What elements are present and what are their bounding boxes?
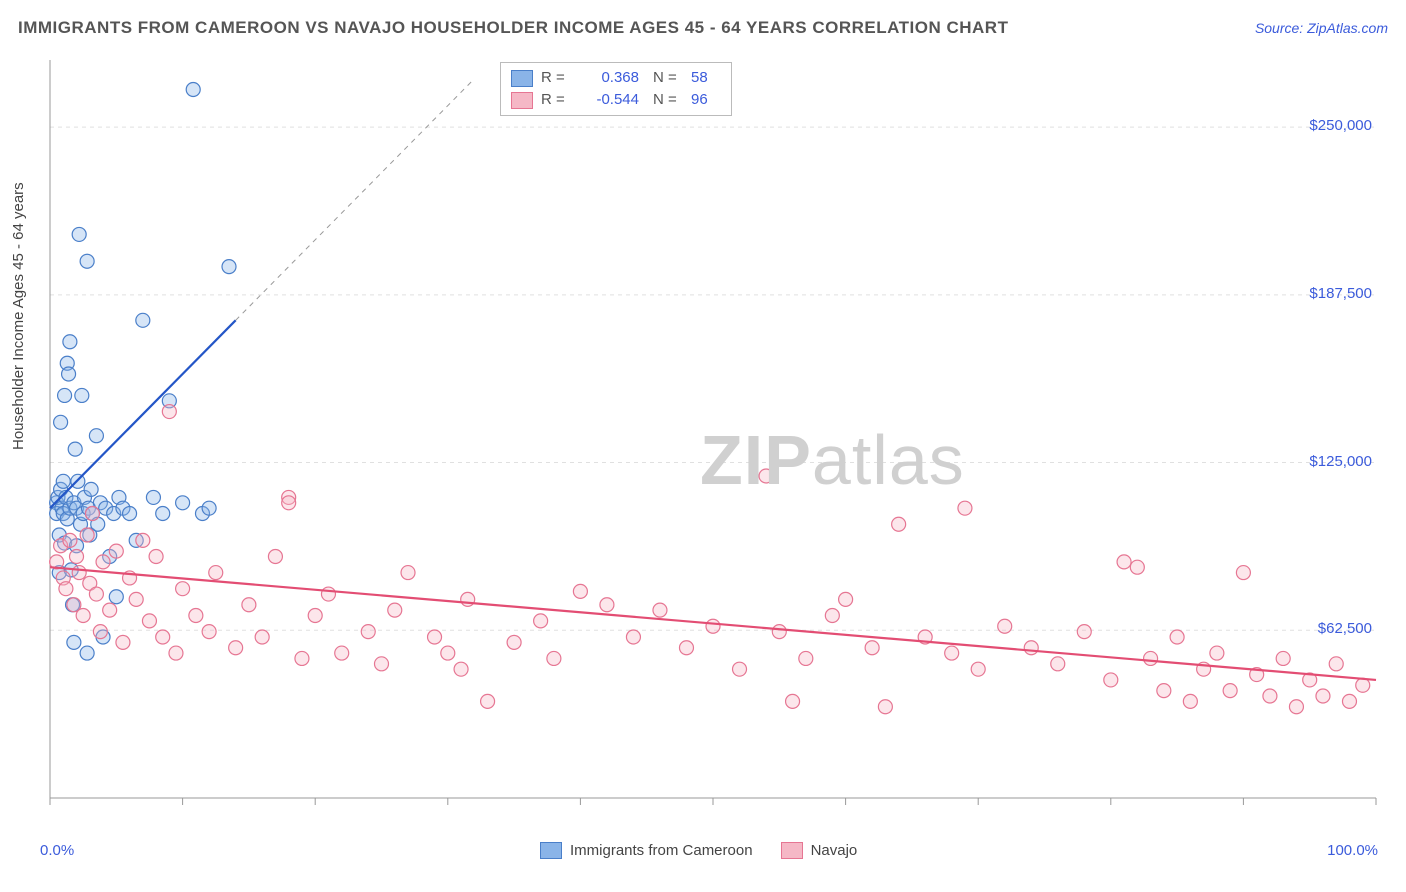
chart-source: Source: ZipAtlas.com (1255, 20, 1388, 36)
chart-header: IMMIGRANTS FROM CAMEROON VS NAVAJO HOUSE… (18, 18, 1388, 38)
y-tick-label: $62,500 (1282, 620, 1372, 637)
n-label: N = (653, 89, 683, 111)
r-label: R = (541, 89, 571, 111)
r-value-1: -0.544 (579, 89, 639, 111)
series-legend-label-0: Immigrants from Cameroon (570, 842, 753, 859)
correlation-legend-row: R = 0.368 N = 58 (511, 67, 721, 89)
n-value-0: 58 (691, 67, 721, 89)
n-value-1: 96 (691, 89, 721, 111)
series-legend-item: Immigrants from Cameroon (540, 842, 753, 859)
y-axis-label: Householder Income Ages 45 - 64 years (10, 182, 27, 450)
y-tick-label: $250,000 (1282, 117, 1372, 134)
y-tick-label: $125,000 (1282, 453, 1372, 470)
series-legend-item: Navajo (781, 842, 858, 859)
correlation-legend-row: R = -0.544 N = 96 (511, 89, 721, 111)
y-tick-label: $187,500 (1282, 285, 1372, 302)
x-tick-label-min: 0.0% (40, 842, 74, 859)
chart-plot-area (48, 58, 1378, 818)
legend-swatch-series-1 (781, 842, 803, 859)
x-tick-label-max: 100.0% (1327, 842, 1378, 859)
scatter-svg (48, 58, 1378, 818)
r-label: R = (541, 67, 571, 89)
series-legend: Immigrants from Cameroon Navajo (540, 842, 857, 859)
correlation-legend: R = 0.368 N = 58 R = -0.544 N = 96 (500, 62, 732, 116)
legend-swatch-series-0 (540, 842, 562, 859)
legend-swatch-series-1 (511, 92, 533, 109)
r-value-0: 0.368 (579, 67, 639, 89)
n-label: N = (653, 67, 683, 89)
chart-title: IMMIGRANTS FROM CAMEROON VS NAVAJO HOUSE… (18, 18, 1008, 38)
legend-swatch-series-0 (511, 70, 533, 87)
series-legend-label-1: Navajo (811, 842, 858, 859)
